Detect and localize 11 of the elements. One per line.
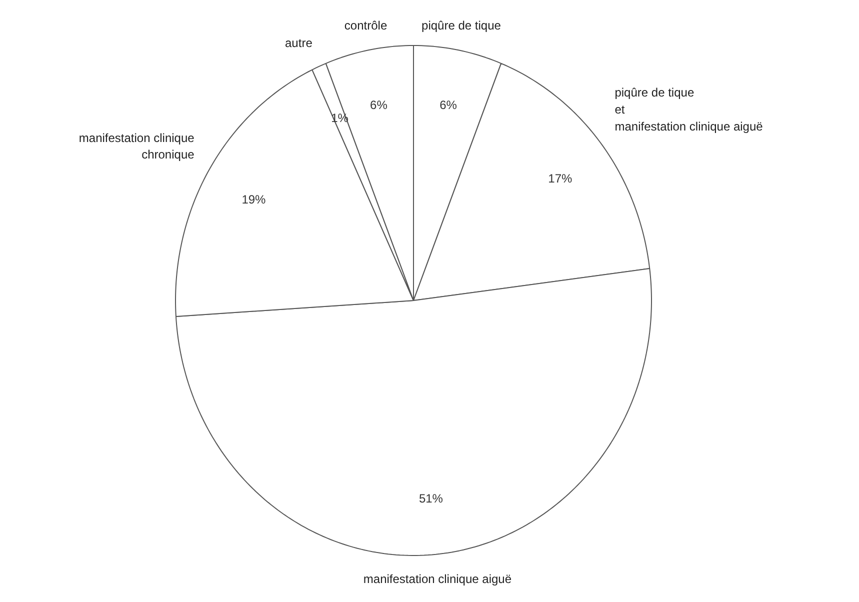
slice-label: piqûre de tique (422, 18, 502, 32)
slice-label: manifestation clinique chronique (78, 130, 195, 162)
data-label: 17% (548, 172, 573, 186)
data-label: 6% (370, 98, 388, 112)
slice-label: piqûre de tique et manifestation clinique aiguë (614, 86, 764, 134)
slice-label: contrôle (344, 18, 388, 32)
slice-label: autre (285, 36, 313, 50)
data-label: 51% (418, 492, 444, 506)
data-label: 19% (242, 192, 266, 206)
data-label: 6% (440, 98, 458, 112)
slice-label: manifestation clinique aiguë (363, 572, 512, 586)
